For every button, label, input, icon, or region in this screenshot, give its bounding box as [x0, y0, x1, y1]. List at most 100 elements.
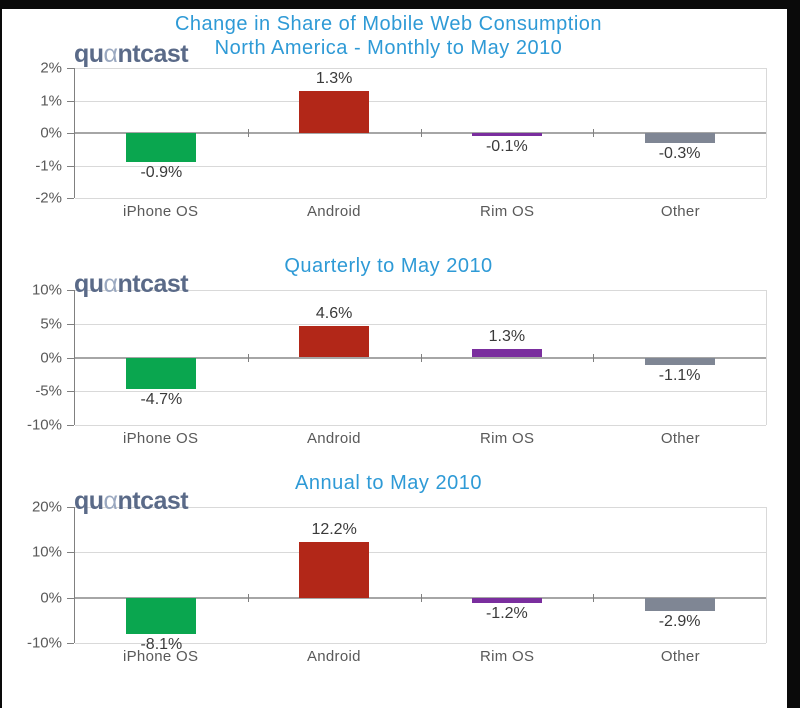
gridline: [75, 425, 766, 426]
y-tick-label: -2%: [35, 189, 62, 207]
gridline: [75, 552, 766, 554]
value-label-other: -1.1%: [658, 366, 701, 384]
value-label-android: 12.2%: [311, 521, 357, 539]
y-axis: 2% 1% 0% -1% -2%: [10, 60, 74, 207]
quantcast-logo: quαntcast: [74, 270, 189, 299]
logo-alpha-glyph: α: [103, 270, 118, 298]
value-label-android: 4.6%: [315, 305, 353, 323]
y-tick-label: 0%: [40, 124, 62, 142]
x-category-label: Android: [306, 648, 361, 665]
chart-title: Quarterly to May 2010: [10, 254, 767, 278]
y-axis-tick-mark: [67, 357, 74, 359]
value-label-other: -2.9%: [658, 612, 701, 630]
bar-rim-os: [471, 348, 542, 358]
logo-text: qu: [74, 40, 104, 68]
y-axis-tick-mark: [67, 323, 74, 325]
bar-iphone-os: [126, 133, 197, 163]
value-label-rim-os: -0.1%: [485, 138, 528, 156]
chart-body: 2% 1% 0% -1% -2% -0.9% 1.3% -0.1% -0.3%: [10, 60, 767, 207]
y-tick-label: -1%: [35, 157, 62, 174]
frame-left-strip: [0, 0, 2, 708]
x-category-label: iPhone OS: [123, 648, 199, 665]
logo-alpha-glyph: α: [103, 40, 118, 68]
y-axis-tick-mark: [67, 597, 74, 599]
y-axis-tick-mark: [67, 290, 74, 291]
bar-rim-os: [471, 597, 542, 604]
value-label-iphone-os: -0.9%: [140, 164, 183, 182]
x-axis-labels: iPhone OS Android Rim OS Other: [74, 648, 767, 665]
y-axis-tick-mark: [67, 643, 74, 644]
gridline: [75, 198, 766, 199]
y-axis-tick-mark: [67, 100, 74, 102]
y-axis-tick-mark: [67, 507, 74, 508]
category-boundary-tick: [247, 593, 249, 602]
category-boundary-tick: [420, 593, 422, 602]
x-category-label: Other: [660, 203, 700, 220]
chart-title-line1: Quarterly to May 2010: [284, 255, 493, 277]
logo-text: ntcast: [117, 40, 189, 68]
y-tick-label: 0%: [40, 349, 62, 366]
x-category-label: iPhone OS: [123, 203, 199, 220]
y-tick-label: 2%: [40, 59, 62, 77]
x-category-label: Rim OS: [479, 430, 535, 447]
value-label-android: 1.3%: [315, 69, 353, 87]
bar-other: [644, 357, 715, 365]
gridline: [75, 643, 766, 644]
frame-top-bar: [0, 0, 800, 9]
gridline: [75, 68, 766, 69]
y-tick-label: 5%: [40, 315, 62, 333]
category-boundary-tick: [247, 129, 249, 137]
bar-android: [299, 326, 370, 358]
chart-body: 10% 5% 0% -5% -10% -4.7% 4.6% 1.3% -1.1%: [10, 282, 767, 434]
gridline: [75, 165, 766, 167]
plot-area: -8.1% 12.2% -1.2% -2.9%: [74, 507, 767, 653]
chart-monthly: quαntcast Change in Share of Mobile Web …: [10, 12, 767, 220]
x-category-label: Rim OS: [479, 203, 535, 220]
gridline: [75, 507, 766, 508]
quantcast-logo: quαntcast: [74, 487, 189, 516]
chart-body: 20% 10% 0% -10% -8.1% 12.2% -1.2% -2.9%: [10, 499, 767, 653]
y-tick-label: 20%: [31, 498, 62, 516]
y-axis-tick-mark: [67, 391, 74, 393]
plot-area: -0.9% 1.3% -0.1% -0.3%: [74, 68, 767, 199]
x-category-label: Android: [306, 203, 361, 220]
y-tick-label: -5%: [35, 382, 62, 400]
x-axis-labels: iPhone OS Android Rim OS Other: [74, 430, 767, 447]
y-axis-tick-mark: [67, 198, 74, 199]
chart-title: Change in Share of Mobile Web Consumptio…: [10, 12, 767, 60]
y-axis-tick-mark: [67, 552, 74, 554]
category-boundary-tick: [420, 129, 422, 137]
bar-rim-os: [471, 133, 542, 137]
y-tick-label: -10%: [26, 416, 62, 434]
category-boundary-tick: [247, 353, 249, 362]
y-axis: 10% 5% 0% -5% -10%: [10, 282, 74, 434]
x-category-label: Other: [660, 430, 700, 447]
bar-iphone-os: [126, 597, 197, 635]
category-boundary-tick: [593, 129, 595, 137]
plot-area: -4.7% 4.6% 1.3% -1.1%: [74, 290, 767, 426]
logo-text: qu: [74, 270, 104, 298]
bar-other: [644, 597, 715, 611]
category-boundary-tick: [420, 353, 422, 362]
gridline: [75, 323, 766, 325]
value-label-iphone-os: -4.7%: [140, 391, 183, 409]
x-category-label: iPhone OS: [123, 430, 199, 447]
category-boundary-tick: [593, 353, 595, 362]
gridline: [75, 100, 766, 102]
y-tick-label: -10%: [26, 634, 62, 652]
chart-title: Annual to May 2010: [10, 471, 767, 495]
logo-text: ntcast: [117, 487, 189, 515]
y-axis: 20% 10% 0% -10%: [10, 499, 74, 652]
value-label-iphone-os: -8.1%: [140, 636, 183, 654]
bar-android: [299, 90, 370, 133]
value-label-rim-os: 1.3%: [488, 327, 526, 345]
y-tick-label: 0%: [40, 589, 62, 607]
category-boundary-tick: [593, 593, 595, 602]
y-tick-label: 10%: [31, 543, 62, 561]
x-axis-labels: iPhone OS Android Rim OS Other: [74, 203, 767, 220]
quantcast-logo: quαntcast: [74, 40, 189, 69]
x-category-label: Android: [306, 430, 361, 447]
y-axis-tick-mark: [67, 425, 74, 426]
page-content: quαntcast Change in Share of Mobile Web …: [2, 9, 783, 665]
gridline: [75, 391, 766, 393]
